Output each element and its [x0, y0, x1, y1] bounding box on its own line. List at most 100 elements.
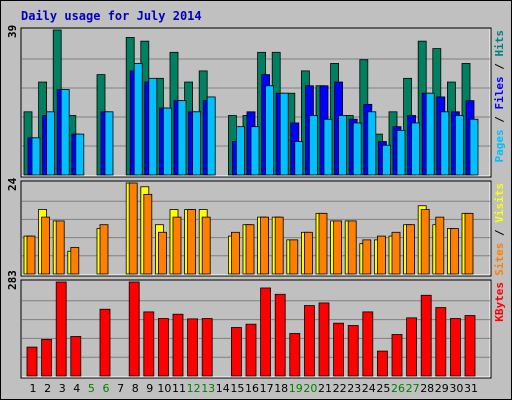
day-label-15: 15 [230, 382, 244, 395]
bar-kbytes-day-22 [333, 322, 345, 377]
bar-kbytes-day-9 [143, 311, 155, 377]
bar-sites-day-22 [333, 220, 343, 275]
bar-pages-day-1 [31, 137, 41, 176]
bar-pages-day-10 [162, 107, 172, 176]
bar-sites-day-25 [376, 235, 386, 275]
legend-item: / [493, 57, 506, 77]
bar-sites-day-11 [172, 216, 182, 275]
day-label-19: 19 [289, 382, 303, 395]
bar-kbytes-day-17 [260, 287, 272, 377]
bar-sites-day-9 [143, 193, 153, 275]
bar-sites-day-12 [187, 209, 197, 275]
bar-sites-day-26 [391, 231, 401, 275]
legend-visits: Sites / Visits [493, 183, 506, 276]
day-label-29: 29 [435, 382, 449, 395]
legend-item: KBytes [493, 282, 506, 322]
day-label-2: 2 [44, 382, 51, 395]
bar-sites-day-1 [26, 235, 36, 275]
bar-sites-day-10 [157, 231, 167, 275]
bar-pages-day-22 [338, 115, 348, 176]
day-label-5: 5 [88, 382, 95, 395]
bar-sites-day-18 [274, 216, 284, 275]
bar-sites-day-29 [435, 216, 445, 275]
day-label-27: 27 [406, 382, 420, 395]
panel-visits: 24 Sites / Visits [6, 177, 506, 277]
legend-item: / [493, 223, 506, 243]
legend-item: Pages [493, 129, 506, 162]
bar-pages-day-6 [104, 111, 114, 176]
y-max-label: 283 [6, 270, 19, 290]
legend-item: Visits [493, 183, 506, 223]
bar-kbytes-day-6 [99, 308, 111, 377]
bar-kbytes-day-11 [172, 313, 184, 377]
day-label-21: 21 [318, 382, 332, 395]
day-label-10: 10 [157, 382, 171, 395]
bar-kbytes-day-8 [128, 281, 140, 377]
bar-kbytes-day-26 [391, 334, 403, 377]
bar-sites-day-16 [245, 224, 255, 275]
bar-pages-day-3 [60, 89, 70, 176]
day-label-20: 20 [303, 382, 317, 395]
bar-sites-day-3 [55, 220, 65, 275]
chart-title: Daily usage for July 2014 [21, 9, 202, 23]
bar-sites-day-13 [201, 216, 211, 275]
bar-pages-day-28 [425, 92, 435, 176]
day-label-8: 8 [132, 382, 139, 395]
bar-pages-day-21 [323, 118, 333, 176]
legend-kbytes: KBytes [493, 282, 506, 322]
bar-kbytes-day-15 [230, 327, 242, 377]
day-label-6: 6 [103, 382, 110, 395]
bar-kbytes-day-29 [435, 307, 447, 377]
day-label-14: 14 [216, 382, 230, 395]
day-label-9: 9 [146, 382, 153, 395]
bar-pages-day-19 [294, 141, 304, 176]
bar-kbytes-day-27 [406, 317, 418, 377]
day-label-13: 13 [201, 382, 215, 395]
bar-sites-day-31 [464, 212, 474, 275]
day-label-1: 1 [30, 382, 37, 395]
day-label-11: 11 [172, 382, 186, 395]
legend-item: Sites [493, 243, 506, 276]
day-label-7: 7 [117, 382, 124, 395]
bar-kbytes-day-12 [187, 318, 199, 377]
bar-pages-day-29 [440, 111, 450, 176]
legend-hits: Pages / Files / Hits [493, 30, 506, 163]
bar-pages-day-8 [133, 63, 143, 176]
bar-pages-day-9 [148, 77, 158, 176]
bar-sites-day-30 [449, 228, 459, 275]
day-label-3: 3 [59, 382, 66, 395]
legend-item: / [493, 110, 506, 130]
bar-sites-day-28 [420, 209, 430, 275]
bar-pages-day-12 [192, 111, 202, 176]
bar-kbytes-day-28 [420, 294, 432, 377]
legend-item: Files [493, 76, 506, 109]
bar-sites-day-4 [70, 247, 80, 275]
bar-pages-day-11 [177, 100, 187, 176]
bar-sites-day-6 [99, 224, 109, 275]
bar-pages-day-2 [46, 111, 55, 176]
bar-kbytes-day-3 [55, 281, 67, 377]
bar-sites-day-2 [41, 216, 50, 275]
y-max-label: 39 [6, 25, 19, 38]
bar-pages-day-20 [308, 115, 318, 176]
bar-pages-day-26 [396, 129, 406, 176]
y-max-label: 24 [6, 177, 19, 191]
bar-kbytes-day-20 [303, 305, 315, 377]
day-label-4: 4 [73, 382, 80, 395]
bar-sites-day-8 [128, 182, 138, 275]
day-label-30: 30 [449, 382, 463, 395]
bar-sites-day-27 [406, 224, 416, 275]
bar-pages-day-16 [250, 126, 260, 176]
bar-pages-day-30 [454, 115, 464, 176]
day-label-23: 23 [347, 382, 361, 395]
bar-sites-day-21 [318, 212, 328, 275]
day-label-31: 31 [464, 382, 478, 395]
bar-pages-day-13 [206, 96, 216, 176]
bar-pages-day-23 [352, 122, 362, 176]
bar-pages-day-17 [265, 85, 275, 176]
bar-sites-day-24 [362, 239, 372, 275]
bar-kbytes-day-19 [289, 333, 301, 377]
bar-sites-day-19 [289, 239, 299, 275]
day-label-17: 17 [260, 382, 274, 395]
